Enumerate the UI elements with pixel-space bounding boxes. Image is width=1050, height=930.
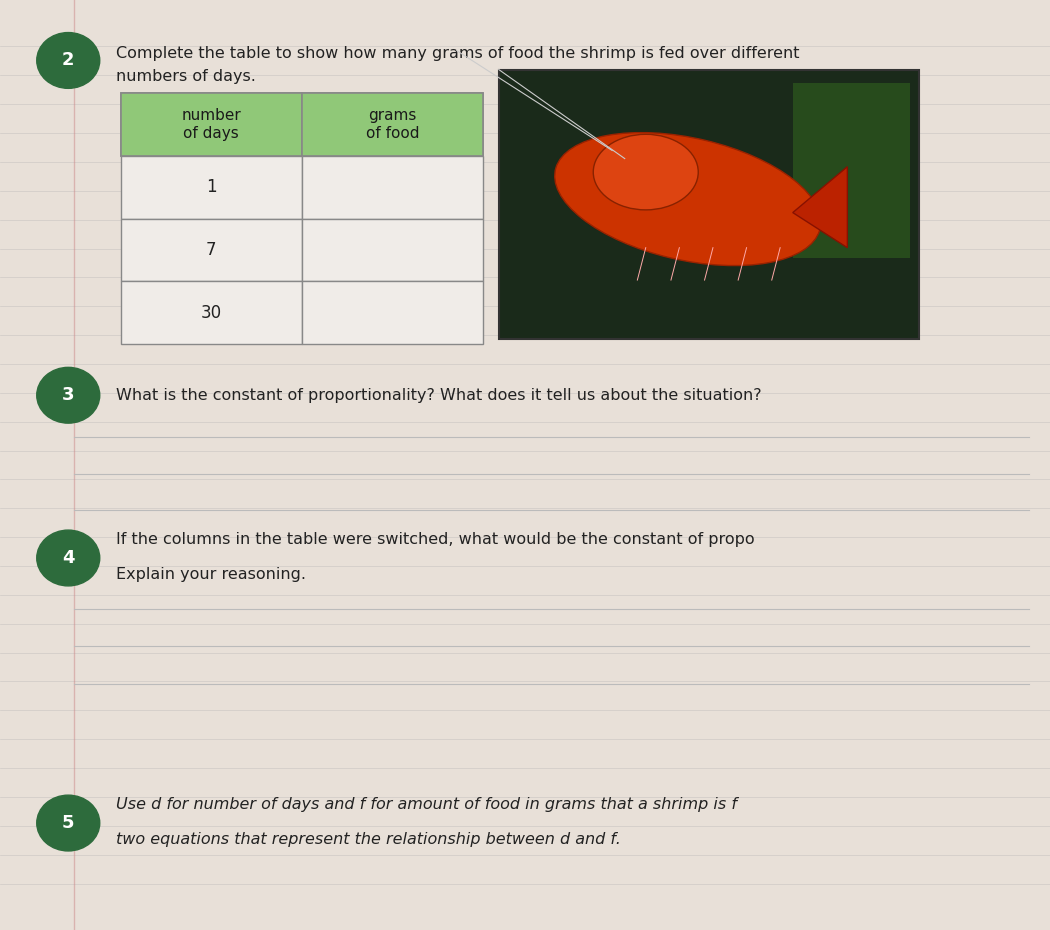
Circle shape [37, 530, 100, 586]
Text: 1: 1 [206, 179, 216, 196]
Text: two equations that represent the relationship between d and f.: two equations that represent the relatio… [116, 832, 621, 847]
Text: What is the constant of proportionality? What does it tell us about the situatio: What is the constant of proportionality?… [116, 388, 761, 403]
Text: numbers of days.: numbers of days. [116, 69, 255, 84]
Text: Explain your reasoning.: Explain your reasoning. [116, 567, 306, 582]
FancyBboxPatch shape [121, 219, 302, 282]
Text: If the columns in the table were switched, what would be the constant of propo: If the columns in the table were switche… [116, 532, 754, 547]
FancyBboxPatch shape [121, 93, 483, 155]
Ellipse shape [554, 133, 821, 266]
Text: 3: 3 [62, 386, 75, 405]
Text: 30: 30 [201, 304, 222, 322]
Text: Use d for number of days and f for amount of food in grams that a shrimp is f: Use d for number of days and f for amoun… [116, 797, 736, 812]
FancyBboxPatch shape [302, 282, 483, 344]
Circle shape [37, 33, 100, 88]
Text: 2: 2 [62, 51, 75, 70]
Ellipse shape [593, 134, 698, 210]
Text: Complete the table to show how many grams of food the shrimp is fed over differe: Complete the table to show how many gram… [116, 46, 799, 61]
Text: 5: 5 [62, 814, 75, 832]
Circle shape [37, 795, 100, 851]
Text: 4: 4 [62, 549, 75, 567]
FancyBboxPatch shape [121, 155, 302, 219]
FancyBboxPatch shape [793, 83, 910, 259]
Text: grams
of food: grams of food [365, 108, 419, 140]
Text: 7: 7 [206, 241, 216, 259]
FancyBboxPatch shape [121, 93, 302, 155]
Circle shape [37, 367, 100, 423]
FancyBboxPatch shape [302, 93, 483, 155]
FancyBboxPatch shape [302, 219, 483, 282]
Text: number
of days: number of days [182, 108, 242, 140]
FancyBboxPatch shape [121, 282, 302, 344]
FancyBboxPatch shape [302, 155, 483, 219]
Polygon shape [793, 166, 847, 247]
FancyBboxPatch shape [499, 70, 919, 339]
